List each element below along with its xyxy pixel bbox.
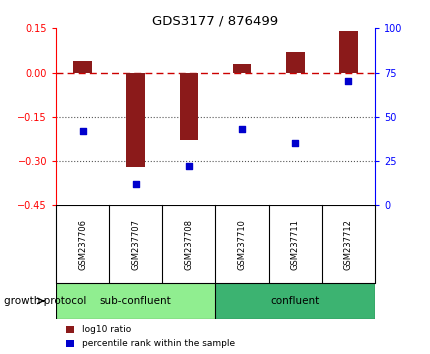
Text: sub-confluent: sub-confluent [100, 296, 171, 306]
Point [132, 181, 139, 187]
Bar [232, 64, 251, 73]
Text: GSM237706: GSM237706 [78, 219, 87, 270]
Text: confluent: confluent [270, 296, 319, 306]
Point [238, 126, 245, 132]
Point [291, 141, 298, 146]
Point [79, 128, 86, 134]
Bar [126, 73, 145, 167]
Text: GSM237712: GSM237712 [343, 219, 352, 270]
Bar [338, 31, 357, 73]
Bar [73, 61, 92, 73]
Text: percentile rank within the sample: percentile rank within the sample [82, 339, 234, 348]
Bar [179, 73, 198, 141]
Text: GSM237710: GSM237710 [237, 219, 246, 270]
Bar [65, 326, 74, 333]
Bar [65, 340, 74, 347]
Bar [285, 52, 304, 73]
Point [344, 79, 351, 84]
Point [185, 164, 192, 169]
Bar [56, 283, 215, 319]
Title: GDS3177 / 876499: GDS3177 / 876499 [152, 14, 278, 27]
Text: growth protocol: growth protocol [4, 296, 86, 306]
Text: GSM237708: GSM237708 [184, 219, 193, 270]
Bar [215, 283, 374, 319]
Text: log10 ratio: log10 ratio [82, 325, 131, 334]
Text: GSM237711: GSM237711 [290, 219, 299, 270]
Text: GSM237707: GSM237707 [131, 219, 140, 270]
